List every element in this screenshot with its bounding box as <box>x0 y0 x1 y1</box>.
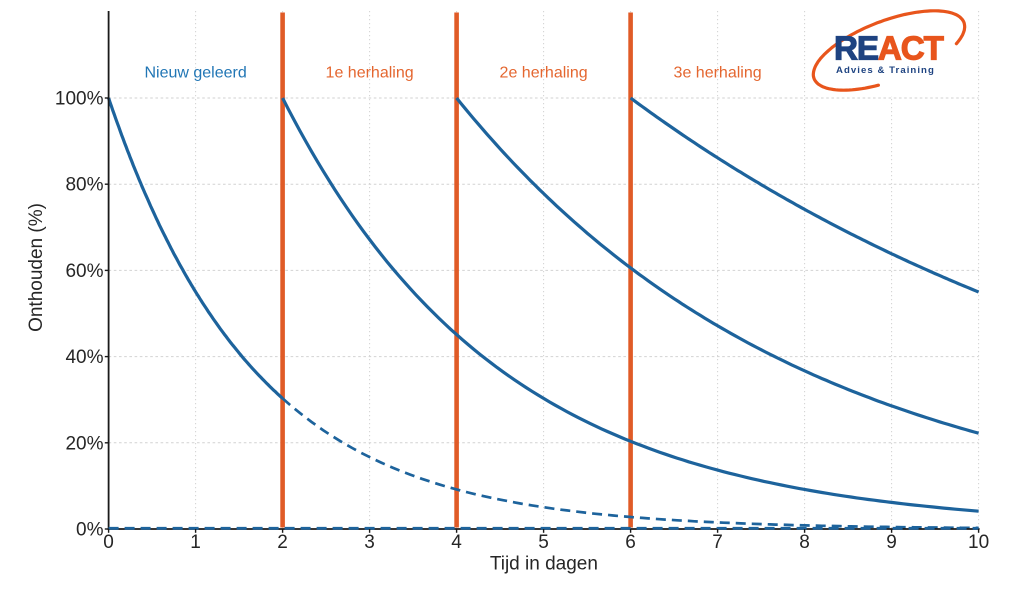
svg-text:100%: 100% <box>55 89 104 110</box>
svg-text:5: 5 <box>538 532 549 553</box>
svg-text:1e herhaling: 1e herhaling <box>326 65 414 82</box>
svg-text:3: 3 <box>364 532 375 553</box>
svg-text:60%: 60% <box>65 261 103 282</box>
svg-text:2: 2 <box>277 532 288 553</box>
svg-text:4: 4 <box>451 532 462 553</box>
svg-text:1: 1 <box>190 532 201 553</box>
svg-text:3e herhaling: 3e herhaling <box>674 65 762 82</box>
svg-text:80%: 80% <box>65 175 103 196</box>
svg-text:20%: 20% <box>65 433 103 454</box>
svg-text:0: 0 <box>103 532 114 553</box>
svg-text:0%: 0% <box>76 520 104 541</box>
svg-text:8: 8 <box>799 532 810 553</box>
svg-text:2e herhaling: 2e herhaling <box>500 65 588 82</box>
svg-text:7: 7 <box>712 532 723 553</box>
svg-text:9: 9 <box>886 532 897 553</box>
svg-text:40%: 40% <box>65 347 103 368</box>
svg-text:REACT: REACT <box>834 31 944 68</box>
svg-text:10: 10 <box>968 532 989 553</box>
svg-text:6: 6 <box>625 532 636 553</box>
svg-text:Tijd in dagen: Tijd in dagen <box>490 554 598 575</box>
svg-text:Onthouden (%): Onthouden (%) <box>26 203 47 332</box>
svg-text:Advies & Training: Advies & Training <box>836 65 935 76</box>
svg-text:Nieuw geleerd: Nieuw geleerd <box>144 65 246 82</box>
